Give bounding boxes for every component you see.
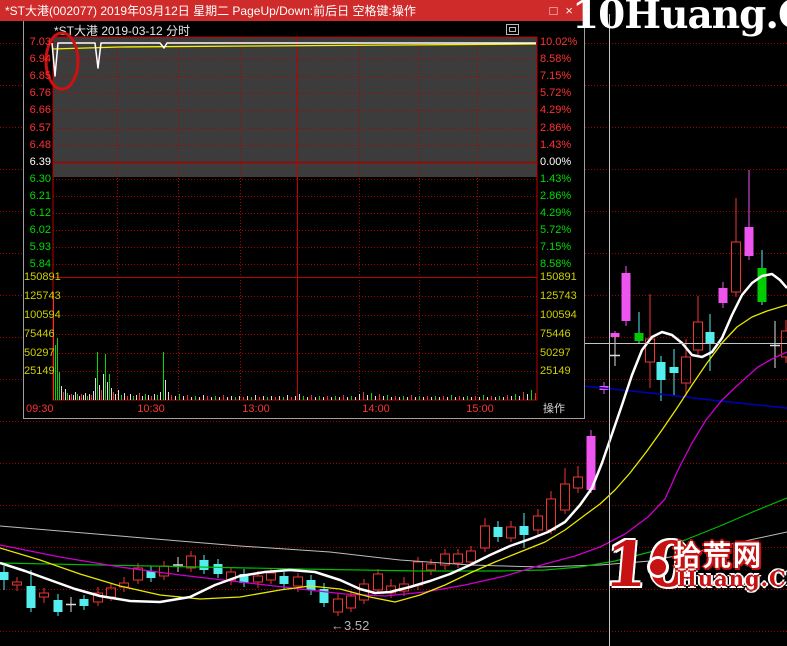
- price-axis-label: 6.30: [29, 173, 51, 185]
- percent-axis-label: 0.00%: [540, 156, 572, 168]
- site-watermark: 10Huang.CN: [572, 0, 787, 38]
- volume-axis-label: 150891: [540, 271, 577, 283]
- volume-axis-label: 50297: [540, 347, 571, 359]
- action-label: 操作: [543, 403, 565, 415]
- percent-axis-label: 4.29%: [540, 104, 572, 116]
- volume-axis-label: 100594: [24, 309, 61, 321]
- time-axis-label: 09:30: [26, 403, 54, 415]
- restore-window-icon[interactable]: [506, 24, 519, 35]
- percent-axis-label: 7.15%: [540, 241, 572, 253]
- price-axis-label: 6.57: [29, 122, 51, 134]
- shihuang-logo: 10 拾荒网 Huang.CN: [602, 528, 787, 612]
- volume-axis-label: 150891: [24, 271, 61, 283]
- price-axis-label: 6.76: [29, 87, 51, 99]
- price-axis-label: 7.03: [29, 36, 51, 48]
- time-axis-label: 15:00: [466, 403, 494, 415]
- percent-axis-label: 2.86%: [540, 190, 572, 202]
- price-axis-label: 6.39: [29, 156, 51, 168]
- percent-axis-label: 8.58%: [540, 258, 572, 270]
- price-axis-label: 6.12: [29, 207, 51, 219]
- intraday-chart[interactable]: [24, 21, 584, 418]
- percent-axis-label: 1.43%: [540, 173, 572, 185]
- maximize-button[interactable]: □: [549, 3, 558, 18]
- logo-site-name-cn: 拾荒网: [673, 539, 764, 572]
- percent-axis-label: 5.72%: [540, 224, 572, 236]
- time-axis-label: 13:00: [242, 403, 270, 415]
- gear-icon: [647, 556, 669, 578]
- price-axis-label: 6.85: [29, 70, 51, 82]
- time-axis-label: 14:00: [362, 403, 390, 415]
- percent-axis-label: 10.02%: [540, 36, 578, 48]
- percent-axis-label: 1.43%: [540, 139, 572, 151]
- percent-axis-label: 4.29%: [540, 207, 572, 219]
- window-title-bar: *ST大港(002077) 2019年03月12日 星期二 PageUp/Dow…: [0, 0, 583, 21]
- price-axis-label: 5.84: [29, 258, 51, 270]
- volume-axis-label: 100594: [540, 309, 577, 321]
- volume-axis-label: 50297: [24, 347, 55, 359]
- time-axis-label: 10:30: [137, 403, 165, 415]
- volume-axis-label: 75446: [24, 328, 55, 340]
- price-axis-label: 6.21: [29, 190, 51, 202]
- percent-axis-label: 8.58%: [540, 53, 572, 65]
- window-title: *ST大港(002077) 2019年03月12日 星期二 PageUp/Dow…: [5, 4, 416, 18]
- intraday-panel: *ST大港 2019-03-12 分时 7.03 6.94 6.85 6.76 6.66…: [23, 20, 585, 419]
- percent-axis-label: 7.15%: [540, 70, 572, 82]
- hand-drawn-circle-annotation: [44, 31, 80, 91]
- percent-axis-label: 2.86%: [540, 122, 572, 134]
- volume-axis-label: 25149: [24, 365, 55, 377]
- volume-axis-label: 25149: [540, 365, 571, 377]
- close-button[interactable]: ×: [565, 3, 573, 18]
- low-price-annotation: ←3.52: [331, 618, 370, 633]
- volume-axis-label: 125743: [24, 290, 61, 302]
- price-axis-label: 6.94: [29, 53, 51, 65]
- percent-axis-label: 5.72%: [540, 87, 572, 99]
- price-axis-label: 6.48: [29, 139, 51, 151]
- volume-axis-label: 75446: [540, 328, 571, 340]
- volume-axis-label: 125743: [540, 290, 577, 302]
- logo-site-domain: Huang.CN: [677, 566, 787, 591]
- price-axis-label: 5.93: [29, 241, 51, 253]
- price-axis-label: 6.02: [29, 224, 51, 236]
- intraday-panel-header: *ST大港 2019-03-12 分时: [24, 21, 584, 38]
- price-axis-label: 6.66: [29, 104, 51, 116]
- intraday-panel-title: *ST大港 2019-03-12 分时: [54, 24, 191, 38]
